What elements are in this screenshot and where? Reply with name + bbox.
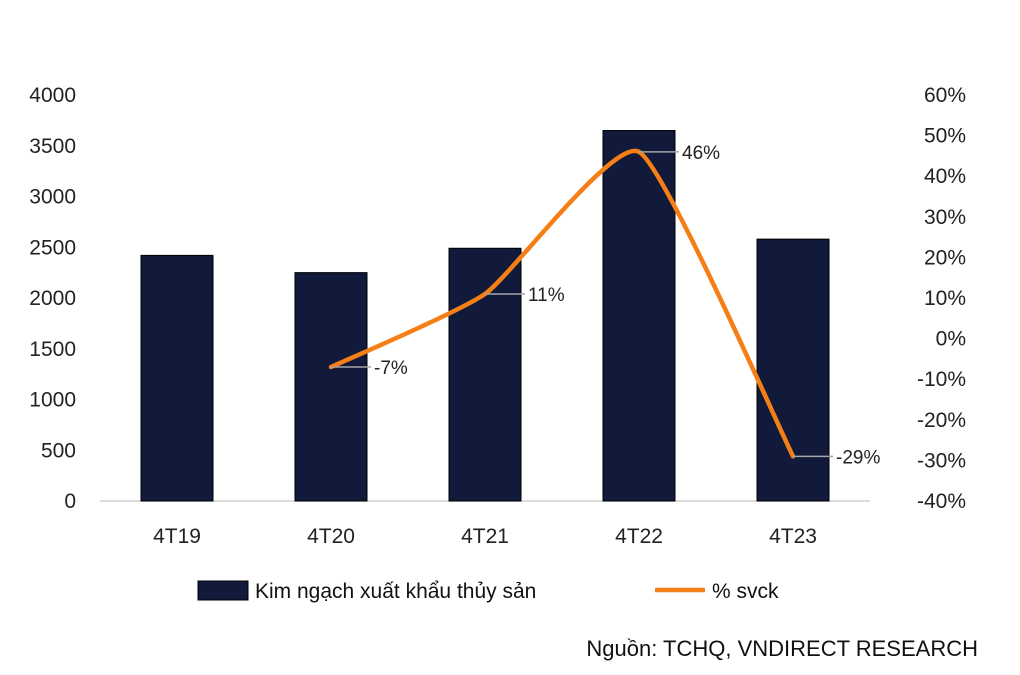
legend: Kim ngạch xuất khẩu thủy sản % svck <box>197 580 779 603</box>
right-tick-label: 60% <box>924 84 966 107</box>
category-label: 4T20 <box>307 525 355 548</box>
line-data-label: -7% <box>374 358 408 379</box>
bar-series <box>140 130 830 502</box>
right-tick-label: -40% <box>917 490 966 513</box>
category-label: 4T19 <box>153 525 201 548</box>
left-tick-label: 0 <box>64 490 76 513</box>
left-tick-label: 1500 <box>29 338 76 361</box>
legend-swatch-bar <box>197 580 249 601</box>
right-axis-ticks: -40% -30% -20% -10% 0% 10% 20% 30% 40% 50% 60% <box>917 84 966 513</box>
bar-4T22 <box>602 130 676 502</box>
left-tick-label: 4000 <box>29 84 76 107</box>
bar-4T20 <box>294 272 368 502</box>
left-tick-label: 3000 <box>29 186 76 209</box>
right-tick-label: 10% <box>924 287 966 310</box>
left-tick-label: 2500 <box>29 236 76 259</box>
left-axis-ticks: 0 500 1000 1500 2000 2500 3000 3500 4000 <box>29 84 76 513</box>
line-series-svck <box>328 148 796 459</box>
right-tick-label: 20% <box>924 246 966 269</box>
left-tick-label: 1000 <box>29 389 76 412</box>
line-data-label: 46% <box>682 143 720 164</box>
left-tick-label: 2000 <box>29 287 76 310</box>
source-note: Nguồn: TCHQ, VNDIRECT RESEARCH <box>586 636 978 661</box>
bar-4T21 <box>448 247 522 502</box>
right-tick-label: 30% <box>924 206 966 229</box>
line-data-label: 11% <box>528 285 565 306</box>
legend-label-line: % svck <box>712 580 779 603</box>
right-tick-label: -30% <box>917 449 966 472</box>
right-tick-label: 40% <box>924 165 966 188</box>
data-label-leaders <box>331 151 833 458</box>
category-label: 4T21 <box>461 525 509 548</box>
left-tick-label: 3500 <box>29 135 76 158</box>
line-data-labels: -7% 11% 46% -29% <box>374 143 880 469</box>
category-label: 4T23 <box>769 525 817 548</box>
right-tick-label: -10% <box>917 368 966 391</box>
bar-4T23 <box>756 238 830 502</box>
left-tick-label: 500 <box>41 439 76 462</box>
legend-label-bar: Kim ngạch xuất khẩu thủy sản <box>255 580 536 603</box>
bar-4T19 <box>140 254 214 502</box>
right-tick-label: 50% <box>924 125 966 148</box>
right-tick-label: -20% <box>917 409 966 432</box>
line-data-label: -29% <box>836 447 880 468</box>
right-tick-label: 0% <box>936 328 966 351</box>
category-labels: 4T19 4T20 4T21 4T22 4T23 <box>153 525 817 548</box>
category-label: 4T22 <box>615 525 663 548</box>
